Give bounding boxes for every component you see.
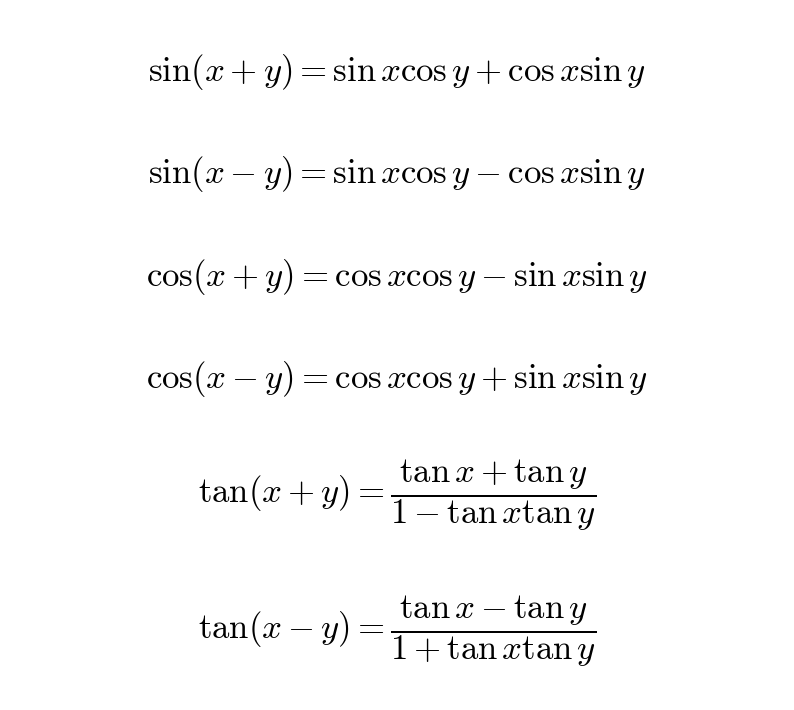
Text: $\cos(x + y) = \cos x \cos y - \sin x \sin y$: $\cos(x + y) = \cos x \cos y - \sin x \s…	[146, 256, 648, 297]
Text: $\tan(x - y) = \dfrac{\tan x - \tan y}{1 + \tan x \tan y}$: $\tan(x - y) = \dfrac{\tan x - \tan y}{1…	[198, 593, 596, 669]
Text: $\cos(x - y) = \cos x \cos y + \sin x \sin y$: $\cos(x - y) = \cos x \cos y + \sin x \s…	[146, 359, 648, 399]
Text: $\sin(x + y) = \sin x \cos y + \cos x \sin y$: $\sin(x + y) = \sin x \cos y + \cos x \s…	[148, 52, 646, 92]
Text: $\tan(x + y) = \dfrac{\tan x + \tan y}{1 - \tan x \tan y}$: $\tan(x + y) = \dfrac{\tan x + \tan y}{1…	[198, 457, 596, 532]
Text: $\sin(x - y) = \sin x \cos y - \cos x \sin y$: $\sin(x - y) = \sin x \cos y - \cos x \s…	[148, 154, 646, 195]
